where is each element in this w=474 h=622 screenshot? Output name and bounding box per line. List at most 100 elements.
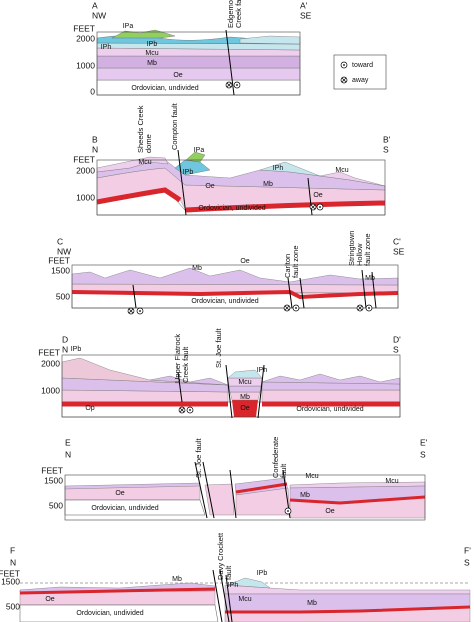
mb2 xyxy=(96,55,301,69)
mb xyxy=(228,385,262,393)
elevation-label: 1500 xyxy=(1,576,20,586)
unit-label: Mcu xyxy=(238,596,251,603)
toward-symbol xyxy=(284,507,292,515)
symbol-cross xyxy=(357,305,363,311)
elevation-label: 500 xyxy=(6,601,20,611)
fault-label: fault xyxy=(279,463,288,478)
unit-label: Mb xyxy=(172,576,182,583)
section-end-direction: S xyxy=(393,344,399,354)
elevation-label: 2000 xyxy=(76,33,95,43)
ord xyxy=(19,604,219,622)
unit-label: Op xyxy=(85,405,94,412)
section-start-direction: NW xyxy=(92,10,106,20)
flt xyxy=(225,574,233,622)
away-symbol xyxy=(178,406,186,414)
elevation-label: 2000 xyxy=(76,165,95,175)
fault-label: Creek fault xyxy=(234,0,243,28)
red xyxy=(71,289,399,300)
section-start: A xyxy=(92,0,98,10)
elevation-label: 1000 xyxy=(76,60,95,70)
fault-label: Hollow xyxy=(355,243,364,266)
units-label: FEET xyxy=(73,23,95,33)
flt xyxy=(371,271,377,309)
flt xyxy=(287,277,293,309)
unit-label: IPb xyxy=(147,41,158,48)
unit-label: Mcu xyxy=(238,379,251,386)
unit-label: Oe xyxy=(240,258,249,265)
flt xyxy=(225,29,235,96)
unit-label: Oe xyxy=(325,508,334,515)
unit-label: IPb xyxy=(71,346,82,353)
oe2 xyxy=(96,67,301,81)
symbol-cross xyxy=(341,77,347,83)
iph xyxy=(227,369,263,379)
flt xyxy=(194,461,208,519)
edge xyxy=(333,54,387,90)
legend-label: toward xyxy=(352,62,373,69)
units-label: FEET xyxy=(38,347,60,357)
section-start-direction: N xyxy=(10,557,16,567)
unit-label: Mb xyxy=(307,600,317,607)
unit-label: IPh xyxy=(257,367,268,374)
fault-label: Creek fault xyxy=(181,346,190,383)
unit-label: Mcu xyxy=(385,478,398,485)
edge xyxy=(96,31,301,96)
elevation-label: 1000 xyxy=(76,192,95,202)
flt xyxy=(219,569,230,622)
elevation-label: 1500 xyxy=(51,265,70,275)
fault-label: Upper Flatrock xyxy=(173,334,182,383)
mb xyxy=(261,373,401,385)
elevation-label: 500 xyxy=(49,500,63,510)
away-symbol xyxy=(225,81,233,89)
unit-label: Ordovician, undivided xyxy=(191,298,258,305)
unit-label: IPb xyxy=(183,169,194,176)
away-symbol xyxy=(127,307,135,315)
elevation-label: 0 xyxy=(90,86,95,96)
units-label: FEET xyxy=(48,255,70,265)
section-start: B xyxy=(92,134,98,144)
unit-label: Mcu xyxy=(335,167,348,174)
unit-label: Oe xyxy=(240,405,249,412)
symbol-cross xyxy=(179,407,185,413)
redf xyxy=(232,400,258,417)
fault-label: fault zone xyxy=(291,245,300,278)
section-start-direction: N xyxy=(65,449,71,459)
fault-label: Davy Crockett xyxy=(216,532,225,580)
iph xyxy=(239,35,301,45)
symbol-cross xyxy=(284,305,290,311)
toward-symbol xyxy=(186,406,194,414)
unit-label: IPh xyxy=(101,44,112,51)
section-a xyxy=(96,29,301,96)
section-start: D xyxy=(62,334,68,344)
edge xyxy=(61,354,401,418)
section-c xyxy=(71,264,399,309)
section-end-direction: S xyxy=(383,144,389,154)
toward-symbol xyxy=(292,304,300,312)
fault-label: St. Joe fault xyxy=(214,327,223,368)
fault-label: Edgemon xyxy=(226,0,235,28)
unit-label: Oe xyxy=(45,596,54,603)
section-f xyxy=(19,569,471,622)
mcu xyxy=(96,156,169,173)
unit-label: Oe xyxy=(115,490,124,497)
unit-label: IPb xyxy=(257,570,268,577)
mb xyxy=(96,159,386,191)
oe xyxy=(204,483,235,516)
away-symbol xyxy=(340,76,348,84)
ipa xyxy=(111,29,176,39)
toward-symbol xyxy=(233,81,241,89)
unit-label: Ordovician, undivided xyxy=(131,85,198,92)
ipa xyxy=(185,151,206,163)
oe xyxy=(261,389,401,403)
symbol-dot xyxy=(236,84,238,86)
mb xyxy=(71,267,399,286)
fault-label: Carlton xyxy=(283,254,292,278)
fault-label: Sheeds Creek xyxy=(136,105,145,153)
toward-symbol xyxy=(316,203,324,211)
unit-label: IPh xyxy=(228,582,239,589)
unit-label: Mb xyxy=(300,492,310,499)
unit-label: Ordovician, undivided xyxy=(76,610,143,617)
symbol-cross xyxy=(226,82,232,88)
symbol-cross xyxy=(128,308,134,314)
